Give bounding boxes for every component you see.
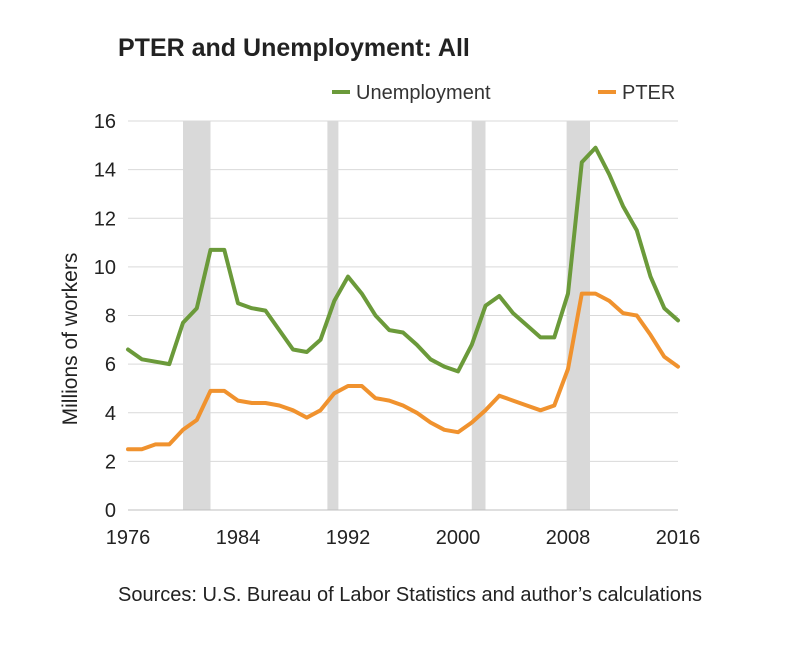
y-axis-label: Millions of workers — [59, 253, 82, 426]
y-tick-label-0: 0 — [105, 500, 116, 522]
series-lines — [126, 145, 680, 452]
y-tick-label-14: 14 — [94, 160, 116, 182]
x-tick-label-1976: 1976 — [106, 527, 151, 549]
legend-label-pter: PTER — [622, 82, 675, 104]
x-tick-label-1984: 1984 — [216, 527, 261, 549]
x-tick-label-1992: 1992 — [326, 527, 371, 549]
x-tick-label-2016: 2016 — [656, 527, 701, 549]
series-line-pter — [126, 291, 680, 452]
y-tick-label-16: 16 — [94, 111, 116, 133]
chart-title: PTER and Unemployment: All — [118, 34, 470, 62]
y-tick-label-4: 4 — [105, 403, 116, 425]
series-line-unemployment — [126, 145, 680, 374]
source-note: Sources: U.S. Bureau of Labor Statistics… — [118, 584, 703, 606]
x-axis-ticks: 1976 1984 1992 2000 2008 2016 — [106, 527, 701, 549]
y-tick-label-10: 10 — [94, 257, 116, 279]
y-axis-ticks: 0 2 4 6 8 10 12 14 16 — [94, 111, 116, 522]
legend: Unemployment PTER — [332, 82, 675, 104]
legend-label-unemployment: Unemployment — [356, 82, 491, 104]
y-tick-label-2: 2 — [105, 451, 116, 473]
y-tick-label-12: 12 — [94, 208, 116, 230]
x-tick-label-2008: 2008 — [546, 527, 591, 549]
y-tick-label-8: 8 — [105, 306, 116, 328]
gridlines — [128, 120, 678, 511]
x-tick-label-2000: 2000 — [436, 527, 481, 549]
y-tick-label-6: 6 — [105, 354, 116, 376]
